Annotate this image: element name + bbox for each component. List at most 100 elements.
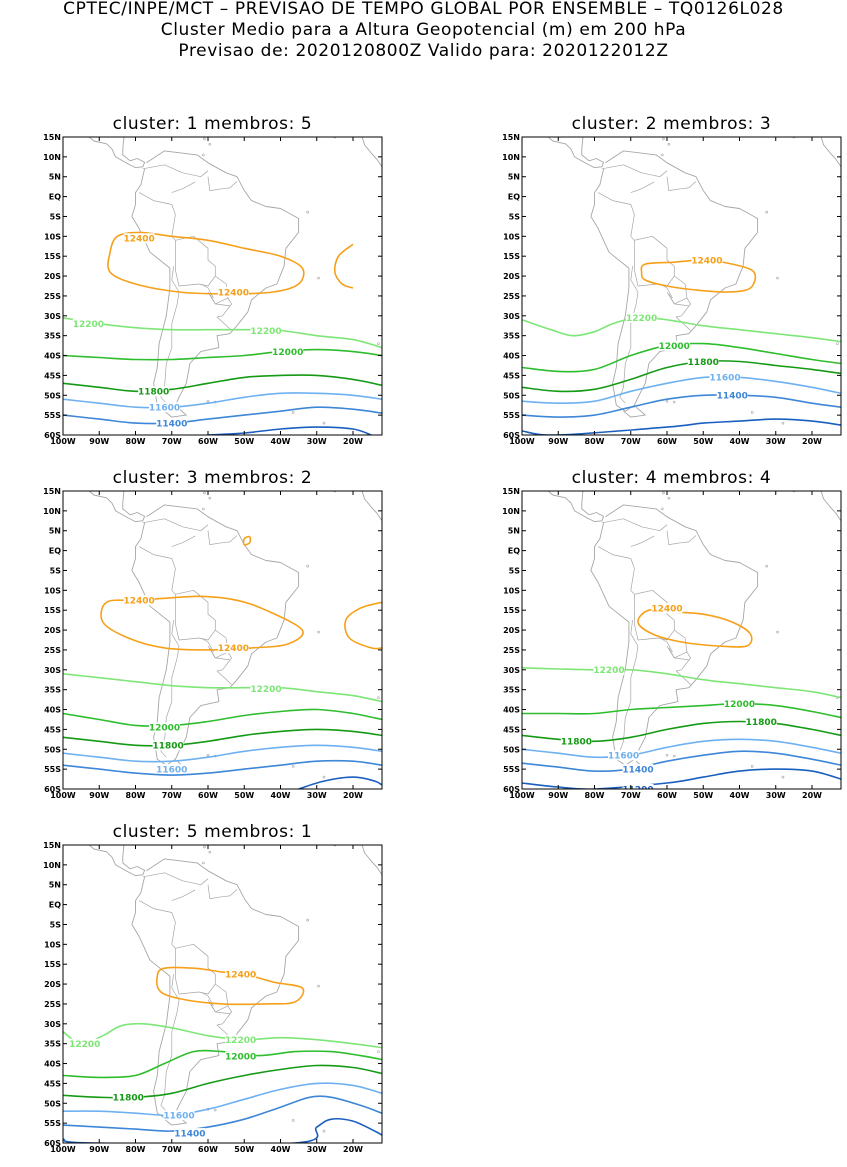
contour-label-11400: 11400: [717, 392, 748, 402]
lat-label: 20S: [503, 272, 520, 281]
contour-label-12400: 12400: [123, 235, 154, 245]
lat-label: 15S: [503, 252, 520, 261]
island: [667, 496, 671, 500]
island: [333, 491, 337, 493]
island: [377, 342, 380, 345]
contour-11600: [63, 744, 382, 763]
country-border: [675, 651, 691, 685]
lat-label: 5S: [509, 566, 521, 575]
island: [291, 1119, 295, 1122]
country-border: [171, 535, 196, 547]
map-cluster-3: 12400 12400 12200 12000 11800 11600 15N 10N 5N EQ…: [43, 485, 383, 800]
country-border: [171, 889, 196, 901]
lon-label: 90W: [89, 1145, 109, 1154]
contour-label-bg: [217, 642, 249, 653]
country-border: [207, 884, 238, 899]
lon-label: 60W: [198, 437, 218, 446]
island: [203, 491, 206, 495]
contour-label-11400: 11400: [174, 1129, 205, 1139]
lat-label: 15N: [43, 841, 61, 850]
country-border: [675, 297, 691, 331]
lon-label: 20W: [802, 437, 822, 446]
coastline-ca: [547, 491, 605, 523]
island: [792, 491, 796, 493]
contours: 12400 12400 12200 12200 12000 11800 11600 11400: [63, 231, 382, 435]
coastline-af: [361, 137, 382, 168]
contour-11600: [63, 1082, 382, 1117]
contour-label-bg: [152, 740, 184, 751]
lat-label: 40S: [503, 352, 520, 361]
contour-label-bg: [622, 764, 654, 775]
contour-label-bg: [709, 372, 741, 383]
lat-label: 50S: [503, 745, 520, 754]
contour-label-bg: [250, 325, 282, 336]
contour-11600: [522, 375, 841, 404]
lat-label: 15N: [43, 133, 61, 142]
lat-label: 55S: [44, 411, 61, 420]
coastline-ca: [88, 137, 146, 169]
island: [333, 845, 337, 847]
lon-label: 70W: [162, 1145, 182, 1154]
island: [798, 130, 800, 132]
lon-label: 90W: [89, 437, 109, 446]
contour-label-bg: [138, 386, 170, 397]
contour-label-bg: [608, 750, 639, 761]
coastline-af: [361, 845, 382, 876]
contour-11200: [522, 768, 841, 789]
header-line-3: Previsao de: 2020120800Z Valido para: 20…: [178, 41, 669, 61]
lat-label: 10N: [43, 153, 61, 162]
lat-label: 50S: [44, 1099, 61, 1108]
island: [672, 400, 676, 404]
coastlines: [88, 845, 382, 1133]
lat-label: 45S: [44, 725, 61, 734]
island: [317, 984, 320, 988]
lat-label: 10S: [44, 232, 61, 241]
lon-label: 50W: [234, 791, 254, 800]
contour-label-bg: [225, 1034, 257, 1045]
lat-label: 40S: [44, 352, 61, 361]
contour-12200: [63, 1022, 382, 1049]
lat-label: 40S: [44, 1060, 61, 1069]
panel-title: cluster: 3 membros: 2: [112, 468, 313, 488]
lon-label: 30W: [307, 1145, 327, 1154]
island: [208, 496, 212, 500]
lon-label: 80W: [585, 437, 605, 446]
lat-label: 10N: [502, 153, 520, 162]
country-border: [160, 974, 180, 1112]
lon-label: 100W: [50, 1145, 76, 1154]
country-border: [619, 620, 639, 758]
lon-label: 100W: [509, 791, 535, 800]
contour-label-bg: [217, 286, 249, 297]
contour-12400: [637, 608, 753, 648]
panel-cluster-4: cluster: 4 membros: 4 12400 12200 12000 118…: [479, 468, 847, 813]
contour-12000: [63, 708, 382, 727]
contour-label-11200: 11200: [622, 785, 653, 795]
contour-label-bg: [156, 418, 188, 429]
coastline-sa: [131, 858, 300, 1120]
contour-label-bg: [72, 318, 104, 329]
contour-label-bg: [745, 716, 777, 727]
country-border: [216, 651, 232, 685]
contour-11200: [207, 426, 372, 435]
island: [388, 355, 390, 357]
lat-label: 5N: [508, 173, 520, 182]
contour-label-12400: 12400: [691, 256, 722, 266]
contour-label-bg: [112, 1092, 144, 1103]
lat-label: 55S: [44, 1119, 61, 1128]
contour-12400: [100, 595, 304, 651]
lat-label: 50S: [44, 745, 61, 754]
coastlines: [88, 485, 382, 779]
contour-label-bg: [123, 595, 155, 606]
island: [339, 130, 341, 132]
island: [200, 485, 202, 487]
contour-12200: [63, 673, 382, 703]
lat-label: 55S: [503, 411, 520, 420]
map-frame: [62, 490, 383, 790]
island: [836, 342, 839, 345]
panel-title: cluster: 5 membros: 1: [112, 822, 313, 842]
contour-label-11600: 11600: [149, 403, 180, 413]
lat-label: 55S: [44, 765, 61, 774]
country-border: [216, 297, 232, 331]
lon-label: 20W: [343, 791, 363, 800]
lat-label: 10S: [503, 586, 520, 595]
